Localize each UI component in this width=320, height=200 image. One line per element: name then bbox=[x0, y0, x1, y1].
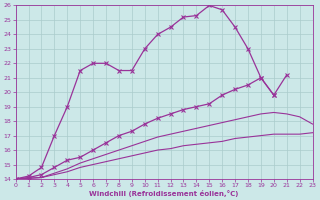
X-axis label: Windchill (Refroidissement éolien,°C): Windchill (Refroidissement éolien,°C) bbox=[89, 190, 239, 197]
